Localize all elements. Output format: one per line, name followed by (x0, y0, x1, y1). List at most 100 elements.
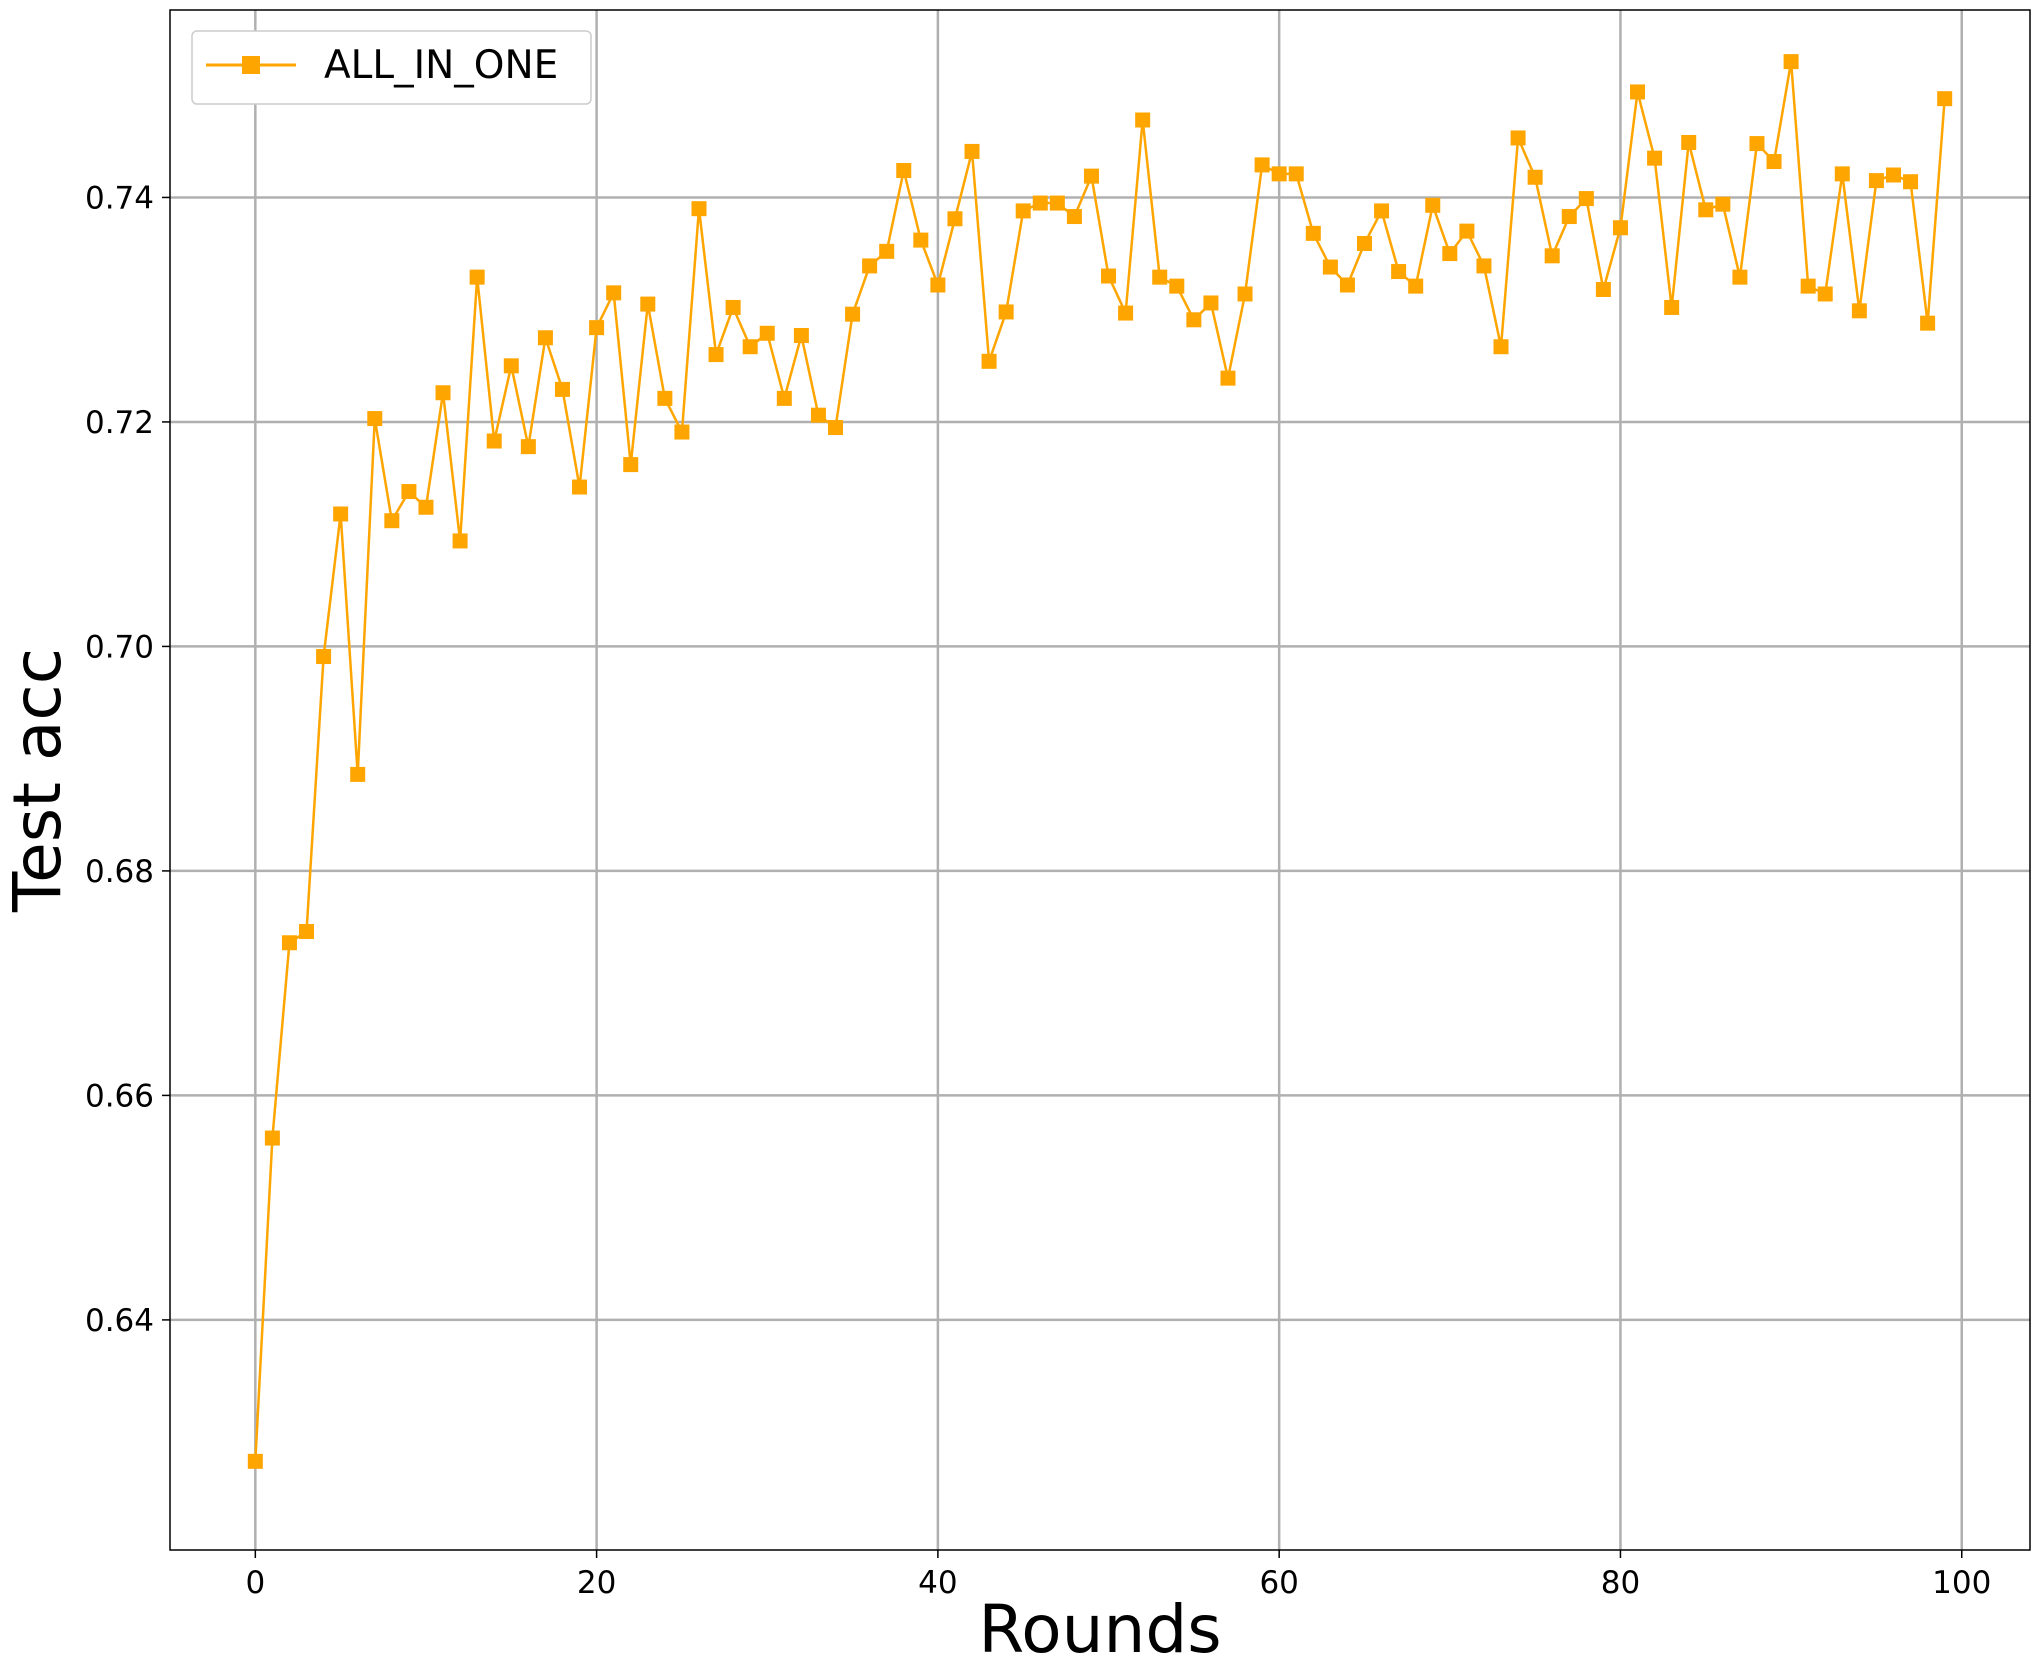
data-point-marker (1135, 112, 1151, 128)
y-tick-label: 0.66 (85, 1078, 154, 1114)
data-point-marker (674, 424, 690, 440)
y-tick-label: 0.74 (85, 180, 154, 216)
data-point-marker (879, 243, 895, 259)
data-point-marker (1049, 195, 1065, 211)
y-tick-label: 0.68 (85, 854, 154, 890)
data-point-marker (537, 330, 553, 346)
data-point-marker (247, 1453, 263, 1469)
data-point-marker (1578, 191, 1594, 207)
data-point-marker (1356, 235, 1372, 251)
x-tick-label: 100 (1932, 1565, 1991, 1601)
data-point-marker (1681, 134, 1697, 150)
data-point-marker (1766, 154, 1782, 170)
y-tick-label: 0.70 (85, 629, 154, 665)
data-point-marker (1476, 258, 1492, 274)
data-point-marker (1868, 173, 1884, 189)
data-point-marker (1203, 295, 1219, 311)
data-point-marker (708, 347, 724, 363)
data-point-marker (1442, 246, 1458, 262)
data-point-marker (1851, 303, 1867, 319)
data-point-marker (1459, 223, 1475, 239)
data-point-marker (1885, 167, 1901, 183)
data-point-marker (1920, 315, 1936, 331)
data-point-marker (1408, 278, 1424, 294)
legend: ALL_IN_ONE (191, 30, 592, 105)
data-point-marker (1391, 264, 1407, 280)
data-point-marker (1118, 305, 1134, 321)
x-tick-label: 0 (245, 1565, 265, 1601)
data-point-marker (1647, 150, 1663, 166)
data-point-marker (435, 385, 451, 401)
x-tick-label: 40 (918, 1565, 957, 1601)
data-point-marker (1066, 209, 1082, 225)
data-point-marker (1834, 166, 1850, 182)
data-point-marker (1561, 209, 1577, 225)
data-point-marker (810, 407, 826, 423)
data-point-marker (793, 328, 809, 344)
data-point-marker (947, 211, 963, 227)
data-point-marker (1305, 225, 1321, 241)
data-point-marker (964, 143, 980, 159)
data-point-marker (1903, 174, 1919, 190)
data-point-marker (1527, 169, 1543, 185)
data-point-marker (1800, 278, 1816, 294)
data-point-marker (742, 339, 758, 355)
data-point-marker (1510, 130, 1526, 146)
data-point-marker (1152, 269, 1168, 285)
data-point-marker (1322, 259, 1338, 275)
data-point-marker (418, 499, 434, 515)
data-point-marker (1271, 166, 1287, 182)
data-point-marker (1083, 168, 1099, 184)
data-point-marker (862, 258, 878, 274)
data-point-marker (316, 649, 332, 665)
data-point-marker (896, 163, 912, 179)
data-point-marker (640, 296, 656, 312)
data-point-marker (1288, 166, 1304, 182)
data-point-marker (589, 320, 605, 336)
data-point-marker (520, 439, 536, 455)
y-axis-ticks: 0.64 0.66 0.68 0.70 0.72 0.74 (85, 180, 170, 1339)
legend-marker-square (242, 56, 260, 74)
data-point-marker (691, 201, 707, 217)
data-point-marker (333, 506, 349, 522)
data-point-marker (1186, 312, 1202, 328)
series (247, 54, 1953, 1469)
y-axis-title: Test acc (0, 648, 76, 913)
data-point-marker (486, 433, 502, 449)
data-point-marker (623, 457, 639, 473)
data-point-marker (452, 533, 468, 549)
y-tick-label: 0.64 (85, 1303, 154, 1339)
x-tick-label: 80 (1601, 1565, 1640, 1601)
data-point-marker (981, 353, 997, 369)
data-point-marker (350, 766, 366, 782)
data-point-marker (1493, 339, 1509, 355)
data-point-marker (1612, 220, 1628, 236)
data-point-marker (1220, 370, 1236, 386)
data-point-marker (281, 935, 297, 951)
data-point-marker (776, 390, 792, 406)
x-axis-ticks: 0 20 40 60 80 100 (245, 1550, 1991, 1601)
data-point-marker (1544, 248, 1560, 264)
data-point-marker (1937, 91, 1953, 107)
data-point-marker (1630, 84, 1646, 100)
x-tick-label: 60 (1259, 1565, 1298, 1601)
data-point-marker (469, 269, 485, 285)
data-point-marker (759, 325, 775, 341)
data-point-marker (913, 232, 929, 248)
data-point-marker (657, 390, 673, 406)
data-point-marker (1015, 203, 1031, 219)
data-point-marker (1254, 157, 1270, 173)
data-point-marker (384, 513, 400, 529)
data-point-marker (367, 411, 383, 427)
data-point-marker (1817, 286, 1833, 302)
data-point-marker (1237, 286, 1253, 302)
data-point-marker (572, 479, 588, 495)
data-point-marker (1339, 277, 1355, 293)
data-point-marker (264, 1130, 280, 1146)
data-point-marker (725, 299, 741, 315)
plot-frame (169, 9, 2031, 1551)
data-point-marker (1425, 197, 1441, 213)
data-point-marker (1783, 54, 1799, 70)
data-point-marker (845, 306, 861, 322)
